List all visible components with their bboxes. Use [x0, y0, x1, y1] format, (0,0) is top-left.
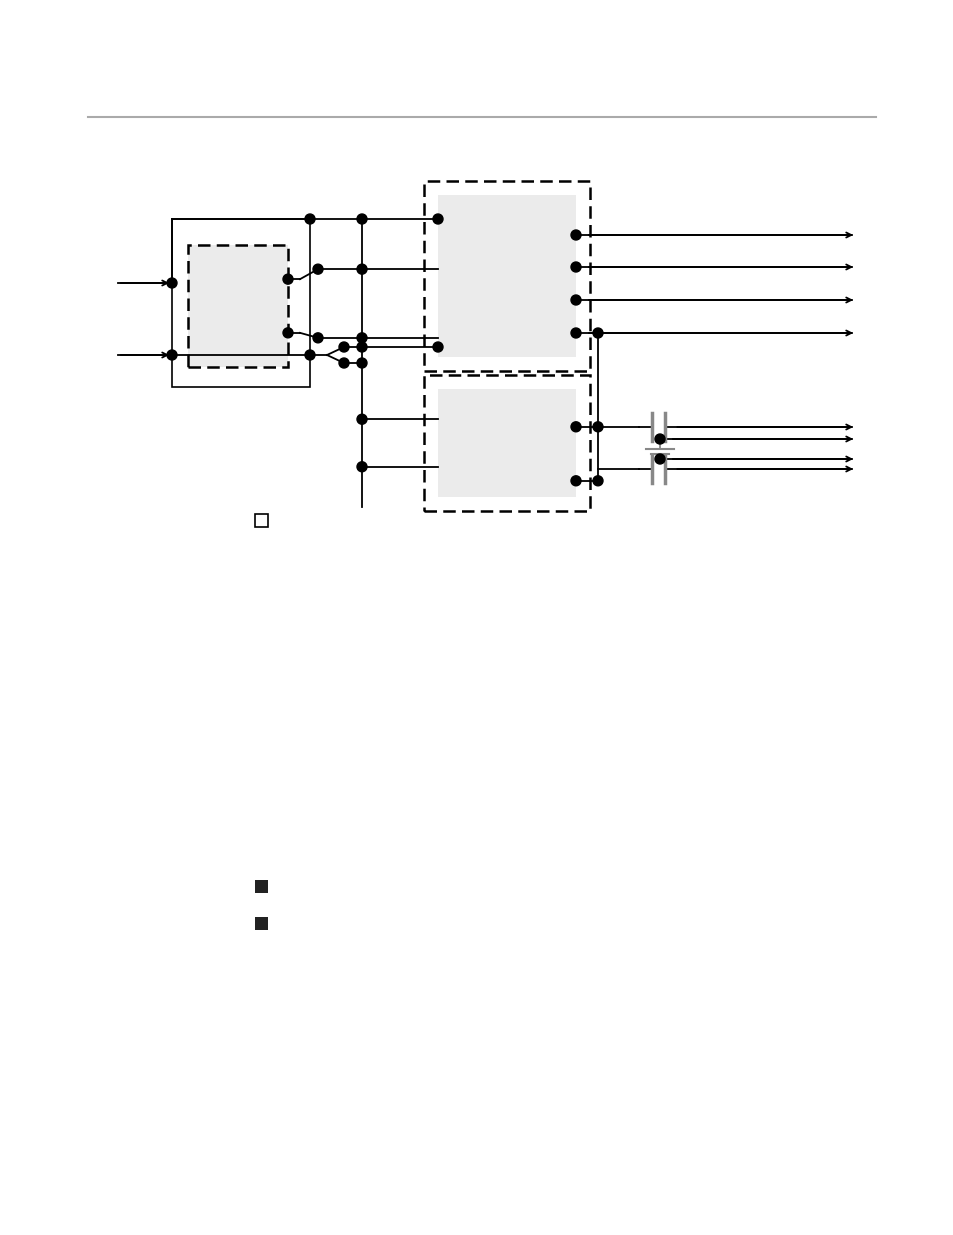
Circle shape: [593, 422, 602, 432]
Bar: [172, 219, 310, 387]
Circle shape: [571, 262, 580, 272]
Circle shape: [283, 274, 293, 284]
Bar: [437, 195, 576, 357]
Circle shape: [167, 350, 177, 359]
Circle shape: [356, 333, 367, 343]
Circle shape: [167, 278, 177, 288]
Bar: [423, 182, 589, 370]
Circle shape: [356, 462, 367, 472]
Circle shape: [305, 350, 314, 359]
Circle shape: [356, 414, 367, 425]
Circle shape: [338, 358, 349, 368]
Bar: [423, 375, 589, 511]
Circle shape: [283, 327, 293, 338]
Bar: [254, 881, 268, 893]
Circle shape: [571, 329, 580, 338]
Circle shape: [593, 329, 602, 338]
Circle shape: [313, 264, 323, 274]
Circle shape: [433, 214, 442, 224]
Bar: [188, 245, 288, 367]
Bar: [188, 245, 288, 367]
Bar: [254, 918, 268, 930]
Circle shape: [356, 342, 367, 352]
Circle shape: [338, 342, 349, 352]
Circle shape: [593, 475, 602, 485]
Circle shape: [356, 214, 367, 224]
Circle shape: [655, 454, 664, 464]
Circle shape: [571, 475, 580, 485]
Circle shape: [571, 230, 580, 240]
Circle shape: [571, 422, 580, 432]
Circle shape: [571, 295, 580, 305]
Circle shape: [433, 342, 442, 352]
Circle shape: [356, 358, 367, 368]
Circle shape: [356, 264, 367, 274]
Circle shape: [313, 333, 323, 343]
Circle shape: [305, 214, 314, 224]
Bar: [254, 514, 268, 527]
Bar: [437, 389, 576, 496]
Circle shape: [655, 433, 664, 445]
